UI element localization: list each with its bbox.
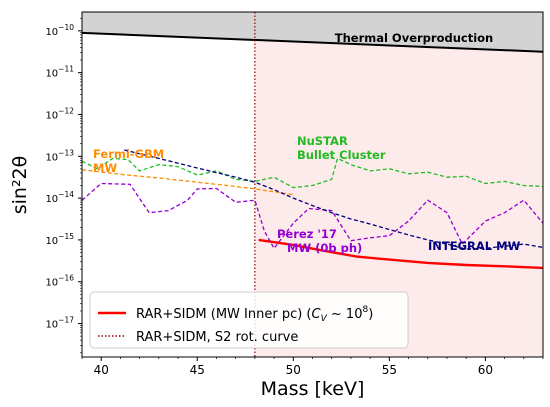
series-layer [82,149,543,270]
y-tick-label: 10−10 [45,23,74,38]
y-tick-label: 10−11 [45,65,74,80]
series-nustar [82,157,543,189]
y-tick-label: 10−15 [45,232,74,247]
nustar-label: NuSTAR Bullet Cluster [297,134,386,162]
legend-box [89,291,409,349]
y-tick-label: 10−13 [45,148,74,163]
legend-entry-rar-sidm: RAR+SIDM (MW Inner pc) (CV ~ 108) [136,305,373,324]
legend-entry-s2: RAR+SIDM, S2 rot. curve [136,330,298,345]
fermi-gbm-label: Fermi-GBM MW [93,147,164,175]
y-tick-label: 10−17 [45,316,74,331]
y-axis-title: sin²2θ [9,156,31,215]
x-axis-title: Mass [keV] [261,378,365,400]
y-axis-ticks: 10−10 10−11 10−12 10−13 10−14 10−15 10−16 10−17 [45,17,82,354]
x-tick-label: 40 [94,363,109,377]
y-tick-label: 10−16 [45,274,74,289]
series-perez [82,182,543,250]
perez-label: Perez '17 MW (0b ph) [277,227,362,255]
series-integral [124,149,543,250]
thermal-boundary-line [82,31,543,53]
x-tick-label: 45 [190,363,205,377]
x-tick-label: 60 [478,363,493,377]
integral-label: INTEGRAL MW [428,239,521,253]
series-fermi [82,169,294,196]
x-tick-label: 50 [286,363,301,377]
x-tick-label: 55 [382,363,397,377]
x-axis-ticks: 40 45 50 55 60 [81,357,544,377]
thermal-overproduction-label: Thermal Overproduction [335,31,494,45]
legend: RAR+SIDM (MW Inner pc) (CV ~ 108) RAR+SI… [89,291,409,349]
thermal-overproduction-region [82,12,543,52]
series-rar_sidm [258,238,543,270]
y-tick-label: 10−14 [45,190,74,205]
y-tick-label: 10−12 [45,106,74,121]
